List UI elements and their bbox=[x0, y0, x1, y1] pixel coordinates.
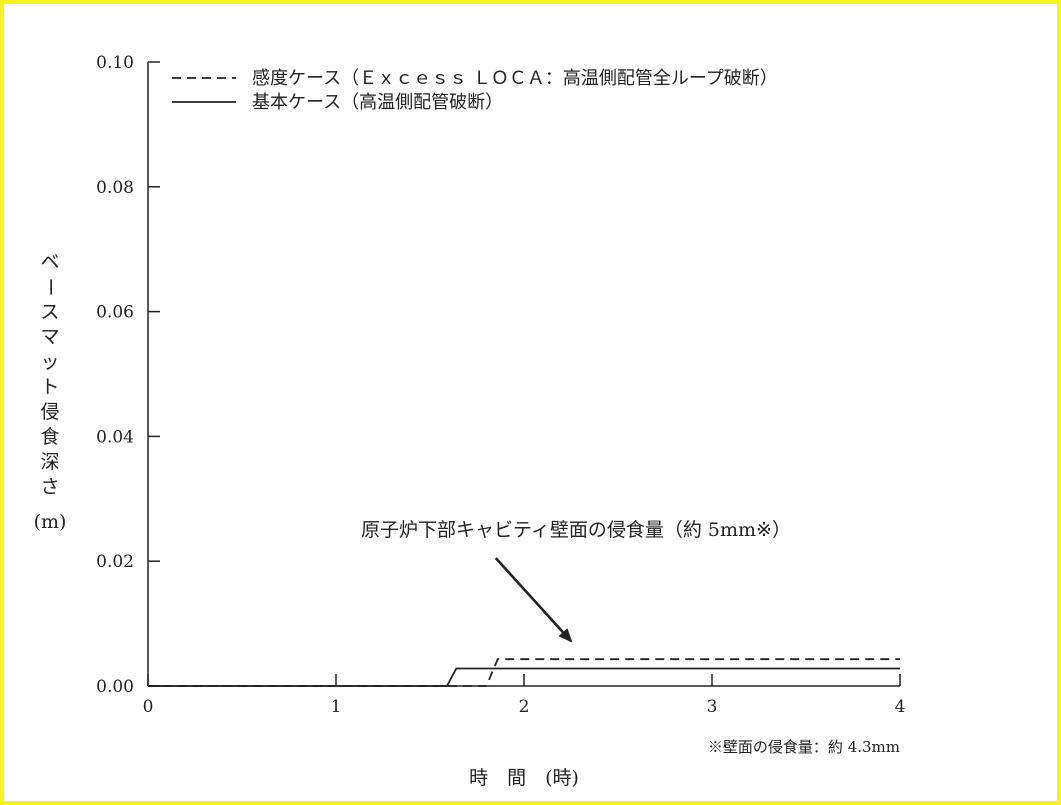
x-tick-label: 0 bbox=[143, 697, 154, 717]
y-tick-label: 0.06 bbox=[96, 303, 134, 323]
annotations: 原子炉下部キャビティ壁面の侵食量（約 5mm※） bbox=[361, 519, 791, 643]
y-axis-label-char: マ bbox=[40, 326, 59, 348]
series-lines bbox=[148, 658, 900, 687]
y-tick-label: 0.00 bbox=[96, 677, 134, 697]
y-tick-label: 0.10 bbox=[96, 53, 134, 73]
cavity-wall-erosion-annotation: 原子炉下部キャビティ壁面の侵食量（約 5mm※） bbox=[361, 519, 791, 541]
legend: 感度ケース（Ｅｘｃｅｓｓ ＬＯＣＡ：高温側配管全ループ破断） 基本ケース（高温側配… bbox=[172, 68, 778, 113]
y-axis-label-char: さ bbox=[40, 476, 59, 498]
legend-entry: 基本ケース（高温側配管破断） bbox=[252, 92, 503, 113]
y-axis-label-char: ベ bbox=[40, 251, 59, 273]
x-tick-label: 4 bbox=[895, 697, 906, 717]
series-line-base-case bbox=[148, 667, 900, 687]
axes: 0.00 0.02 0.04 0.06 0.08 0.10 0 1 2 3 4 bbox=[96, 53, 905, 717]
y-axis-label-char: ト bbox=[40, 376, 59, 398]
y-axis-label-char: 食 bbox=[40, 426, 59, 448]
y-tick-label: 0.04 bbox=[96, 427, 134, 447]
y-axis-label-char: 侵 bbox=[40, 401, 59, 423]
y-axis-unit: (m) bbox=[34, 511, 67, 533]
x-tick-label: 2 bbox=[519, 697, 530, 717]
y-axis-label-char: ス bbox=[40, 301, 59, 323]
y-axis-label-char: ッ bbox=[40, 351, 59, 373]
legend-entry: 感度ケース（Ｅｘｃｅｓｓ ＬＯＣＡ：高温側配管全ループ破断） bbox=[252, 68, 778, 89]
x-tick-label: 1 bbox=[331, 697, 342, 717]
y-tick-label: 0.08 bbox=[96, 178, 134, 198]
y-tick-label: 0.02 bbox=[96, 552, 134, 572]
annotation-arrow bbox=[494, 557, 573, 643]
footnote: ※壁面の侵食量：約 4.3mm bbox=[708, 738, 900, 756]
x-axis-label: 時 間 (時) bbox=[469, 767, 579, 789]
y-axis-label-char: ー bbox=[39, 277, 61, 296]
x-tick-label: 3 bbox=[707, 697, 718, 717]
y-axis-label-char: 深 bbox=[40, 451, 59, 473]
